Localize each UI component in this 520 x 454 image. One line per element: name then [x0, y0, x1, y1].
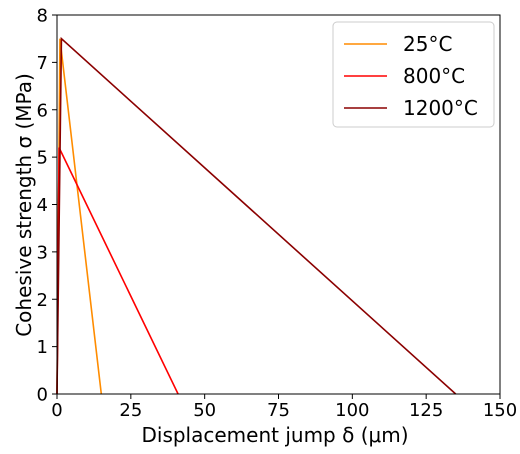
series-line-2	[56, 36, 457, 395]
y-tick-label: 5	[37, 148, 48, 169]
y-tick-label: 7	[37, 53, 48, 74]
x-tick-label: 25	[119, 400, 142, 421]
x-tick-label: 50	[193, 400, 216, 421]
y-tick-label: 8	[37, 6, 48, 27]
x-tick-label: 100	[335, 400, 369, 421]
y-tick-label: 2	[37, 290, 48, 311]
series-group	[56, 36, 457, 395]
y-tick-label: 3	[37, 242, 48, 263]
x-tick-label: 125	[409, 400, 443, 421]
ticks-group: 0 25 50 75 100 125 150 0 1 2 3 4 5 6 7 8	[37, 6, 518, 422]
x-tick-label: 75	[267, 400, 290, 421]
y-axis-label: Cohesive strength σ (MPa)	[12, 73, 36, 337]
y-tick-label: 1	[37, 337, 48, 358]
y-tick-label: 6	[37, 100, 48, 121]
legend-label-1: 800°C	[403, 64, 465, 88]
x-tick-label: 0	[51, 400, 62, 421]
legend-label-0: 25°C	[403, 32, 452, 56]
x-axis-label: Displacement jump δ (μm)	[141, 423, 408, 447]
y-tick-label: 0	[37, 385, 48, 406]
legend-label-2: 1200°C	[403, 96, 478, 120]
legend: 25°C 800°C 1200°C	[332, 21, 495, 128]
legend-box	[332, 21, 495, 128]
x-tick-label: 150	[483, 400, 517, 421]
y-tick-label: 4	[37, 195, 48, 216]
